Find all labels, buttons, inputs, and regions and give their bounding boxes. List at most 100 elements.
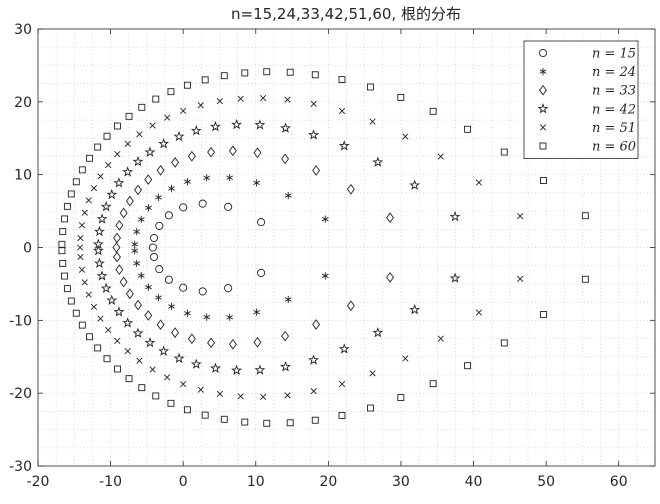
point-n-15	[155, 265, 164, 274]
point-n-51	[437, 335, 444, 342]
point-n-24	[203, 174, 211, 182]
point-n-42	[122, 317, 134, 328]
point-n-33	[119, 207, 128, 219]
legend-item-n-33: n = 33	[539, 84, 636, 99]
point-n-42	[144, 337, 156, 348]
y-tick-label: 10	[14, 168, 32, 184]
point-n-42	[209, 362, 221, 373]
legend-label: n = 51	[592, 121, 636, 136]
point-n-15	[198, 287, 207, 296]
point-n-60	[367, 83, 374, 91]
data-points	[58, 68, 589, 427]
point-n-51	[517, 275, 524, 282]
point-n-24	[133, 259, 141, 267]
point-n-60	[581, 212, 589, 220]
y-tick-label: -20	[9, 386, 32, 402]
point-n-60	[72, 309, 80, 317]
point-n-42	[231, 364, 243, 376]
point-n-42	[308, 354, 320, 365]
point-n-24	[131, 247, 139, 255]
point-n-33	[253, 147, 262, 159]
point-n-60	[72, 178, 80, 186]
point-n-60	[94, 143, 102, 151]
point-n-24	[155, 193, 162, 202]
point-n-51	[124, 348, 131, 355]
point-n-60	[220, 415, 228, 423]
point-n-42	[106, 294, 118, 306]
point-n-24	[155, 293, 162, 302]
point-n-51	[402, 355, 409, 362]
point-n-60	[241, 418, 249, 426]
point-n-60	[61, 215, 68, 223]
point-n-15	[155, 221, 164, 230]
point-n-60	[429, 107, 437, 115]
point-n-60	[86, 333, 93, 341]
point-n-24	[184, 309, 191, 317]
point-n-24	[184, 178, 191, 186]
point-n-42	[92, 244, 104, 256]
point-n-33	[134, 299, 143, 311]
point-n-51	[284, 96, 291, 103]
point-n-42	[100, 282, 112, 293]
point-n-42	[144, 146, 156, 157]
point-n-42	[132, 155, 144, 167]
point-n-60	[59, 259, 67, 267]
point-n-51	[216, 390, 223, 397]
series-n-24	[131, 174, 329, 321]
legend-label: n = 24	[592, 65, 636, 80]
point-n-60	[581, 275, 589, 283]
point-n-15	[179, 203, 188, 212]
point-n-60	[183, 406, 191, 414]
point-n-60	[103, 132, 111, 140]
point-n-60	[540, 177, 547, 184]
point-n-33	[187, 333, 196, 345]
point-n-51	[81, 279, 88, 286]
point-n-42	[158, 345, 170, 356]
point-n-60	[464, 125, 472, 133]
point-n-51	[310, 388, 317, 395]
legend-item-n-42: n = 42	[537, 102, 636, 117]
point-n-51	[90, 303, 98, 310]
point-n-60	[152, 95, 160, 103]
point-n-33	[312, 165, 321, 176]
point-n-60	[167, 399, 175, 407]
series-n-51	[76, 94, 524, 401]
point-n-42	[372, 326, 384, 338]
point-n-60	[311, 71, 319, 79]
point-n-60	[58, 240, 66, 248]
point-n-42	[254, 119, 266, 130]
point-n-60	[201, 411, 209, 419]
y-tick-label: 0	[23, 241, 32, 257]
point-n-51	[76, 244, 84, 251]
point-n-15	[179, 283, 188, 292]
point-n-33	[386, 271, 395, 283]
point-n-51	[197, 102, 204, 109]
point-n-51	[338, 107, 346, 115]
point-n-51	[97, 173, 104, 180]
point-n-51	[90, 185, 98, 192]
point-n-51	[369, 370, 376, 377]
point-n-15	[224, 202, 233, 211]
legend-label: n = 15	[592, 47, 636, 62]
point-n-51	[85, 197, 92, 204]
point-n-51	[475, 309, 483, 316]
point-n-60	[152, 392, 160, 400]
legend-item-n-60: n = 60	[539, 140, 636, 155]
point-n-24	[137, 271, 145, 280]
point-n-51	[260, 393, 267, 401]
point-n-60	[286, 419, 294, 427]
point-n-42	[449, 272, 461, 283]
point-n-24	[321, 215, 329, 223]
point-n-60	[167, 88, 175, 96]
point-n-42	[113, 306, 125, 317]
point-n-51	[85, 291, 92, 298]
point-n-51	[402, 133, 409, 140]
point-n-51	[216, 98, 223, 105]
point-n-60	[429, 380, 437, 388]
point-n-60	[86, 154, 93, 162]
x-tick-label: 60	[610, 474, 628, 490]
point-n-60	[241, 69, 249, 77]
x-tick-label: 40	[465, 474, 483, 490]
legend: n = 15 n = 24 n = 33 n = 42 n = 51 n = 60	[523, 40, 639, 159]
point-n-15	[149, 252, 159, 262]
